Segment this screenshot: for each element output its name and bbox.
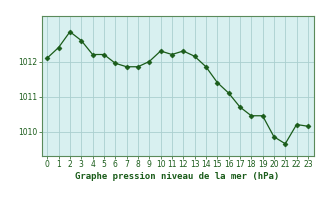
- X-axis label: Graphe pression niveau de la mer (hPa): Graphe pression niveau de la mer (hPa): [76, 172, 280, 181]
